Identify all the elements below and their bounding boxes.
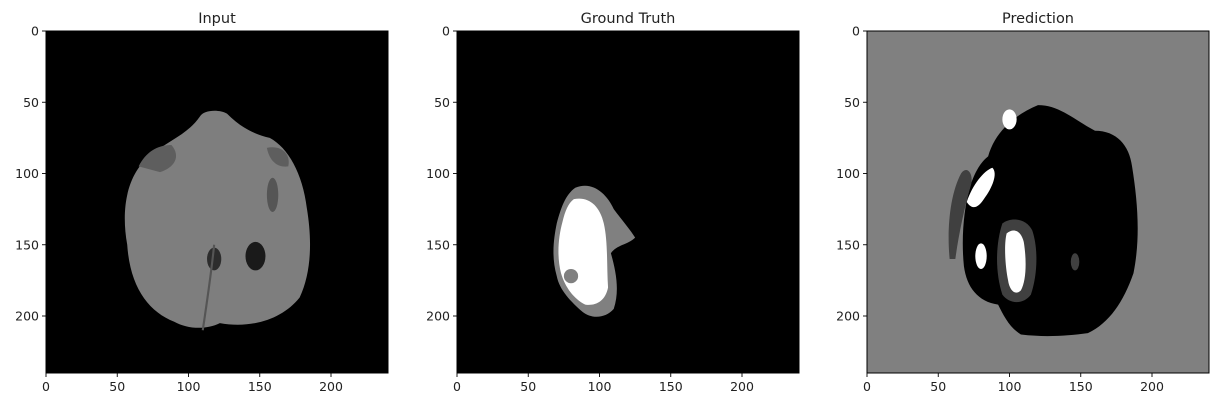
x-tick-label: 0: [42, 379, 50, 394]
sulcus: [266, 177, 279, 212]
y-tick-label: 200: [15, 309, 39, 324]
y-tick-label: 50: [434, 95, 450, 110]
y-tick-label: 0: [442, 24, 450, 39]
x-tick-label: 100: [998, 379, 1022, 394]
x-tick-label: 50: [520, 379, 536, 394]
subplot-2: Ground Truth 0 50 100 150 200 0 50 100 150 200: [426, 11, 800, 394]
x-tick-label: 0: [863, 379, 871, 394]
axes-frame: [866, 30, 1210, 374]
y-tick-label: 100: [426, 166, 450, 181]
core-region: [1005, 230, 1026, 293]
subplot-title: Ground Truth: [581, 11, 676, 27]
x-tick-label: 0: [453, 379, 461, 394]
image-area: [867, 31, 1209, 373]
frontal-shadow: [138, 145, 177, 173]
y-tick-label: 0: [31, 24, 39, 39]
x-tick-label: 200: [319, 379, 343, 394]
subplot-1: Input 0 50 100 150 200 0 50 100 150 200: [15, 11, 389, 394]
y-tick-label: 150: [426, 237, 450, 252]
y-tick-label: 50: [844, 95, 860, 110]
axes-frame: [456, 30, 800, 374]
x-tick-label: 50: [930, 379, 946, 394]
y-tick-label: 150: [15, 237, 39, 252]
dark-lesion: [245, 241, 266, 271]
edema-band: [948, 170, 972, 259]
y-tick-label: 50: [23, 95, 39, 110]
x-tick-label: 200: [730, 379, 754, 394]
x-tick-label: 200: [1140, 379, 1164, 394]
image-area: [457, 31, 799, 373]
x-tick-label: 100: [588, 379, 612, 394]
core-hole: [563, 268, 579, 284]
x-tick-label: 150: [248, 379, 272, 394]
axes-frame: [45, 30, 389, 374]
y-tick-label: 200: [836, 309, 860, 324]
midline: [201, 244, 216, 331]
ventricle: [207, 247, 222, 271]
frontal-shadow-right: [266, 147, 289, 167]
x-tick-label: 50: [109, 379, 125, 394]
image-area: [46, 31, 388, 373]
core-spot-top: [1002, 109, 1017, 130]
y-tick-label: 0: [852, 24, 860, 39]
x-tick-label: 150: [1069, 379, 1093, 394]
core-spot: [975, 243, 987, 269]
subplot-3: Prediction 0 50 100 150 200 0 50 100 150 200: [836, 11, 1210, 394]
x-tick-label: 150: [659, 379, 683, 394]
subplot-title: Prediction: [1002, 11, 1074, 27]
y-tick-label: 100: [15, 166, 39, 181]
y-tick-label: 100: [836, 166, 860, 181]
subplot-title: Input: [198, 11, 236, 27]
small-lesion: [1070, 253, 1080, 271]
y-tick-label: 200: [426, 309, 450, 324]
y-tick-label: 150: [836, 237, 860, 252]
core-fragment: [966, 167, 995, 208]
x-tick-label: 100: [177, 379, 201, 394]
